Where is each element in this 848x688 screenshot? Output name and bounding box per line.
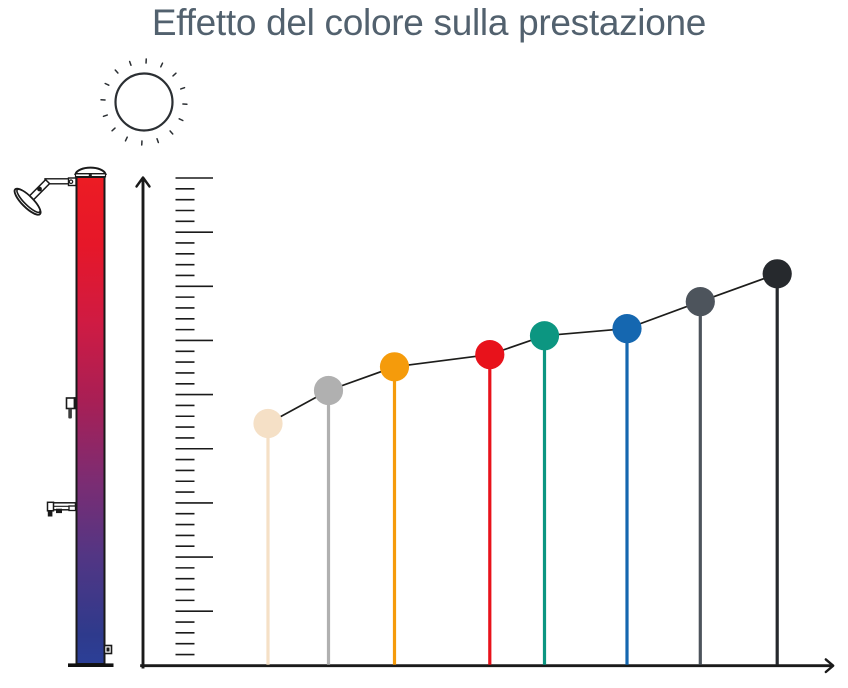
svg-text:Effetto del colore sulla prest: Effetto del colore sulla prestazione	[152, 2, 706, 43]
